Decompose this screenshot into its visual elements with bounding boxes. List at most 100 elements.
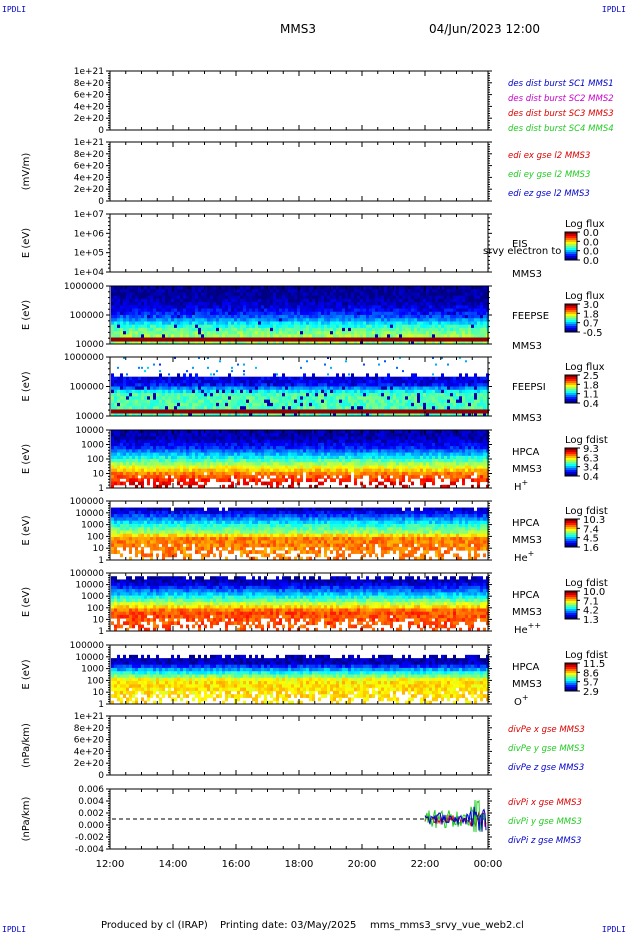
panel-3-cell [189,321,192,326]
panel-3-cell [360,302,363,306]
panel-4-cell [135,386,138,391]
panel-3-cell [234,331,237,335]
panel-5-cell [138,430,141,434]
panel-3-cell [243,324,246,329]
panel-3-cell [405,334,408,339]
panel-4-cell [216,379,219,384]
panel-4-cell [387,386,390,391]
panel-3-cell [216,295,219,300]
panel-3-cell [384,298,387,303]
panel-3-cell [255,315,258,319]
panel-4-floor-band [138,409,141,414]
panel-4-cell [306,402,309,407]
panel-4-cell [483,386,486,391]
panel-4-cell [321,376,324,381]
panel-3-cell [291,334,294,339]
panel-3-cell [132,305,135,310]
panel-3-floor-band [141,337,144,342]
panel-3-cell [114,340,117,345]
panel-3-cell [198,324,201,329]
panel-3-cell [417,298,420,303]
panel-3-cell [246,298,249,303]
panel-4-cell [453,376,456,381]
panel-4-cell [111,402,114,407]
panel-3-cell [273,295,276,300]
panel-3-cell [150,334,153,339]
panel-4-cell [432,383,435,387]
panel-3-cell [372,298,375,303]
panel-3-cell [444,340,447,345]
panel-4-speck [198,357,200,359]
panel-4-cell [114,386,117,391]
panel-3-cell [372,327,375,332]
panel-4-cell [432,399,435,404]
panel-3-cell [399,295,402,300]
panel-4-cell [132,406,135,410]
panel-4-cell [138,386,141,391]
panel-4-cell [438,386,441,391]
panel-3-cell [132,295,135,300]
panel-3-cell [228,327,231,332]
panel-3-cell [147,340,150,345]
panel-5-cell [144,430,147,434]
panel-3-cell [477,298,480,303]
panel-4-speck [327,373,329,376]
panel-3-cell [270,286,273,290]
panel-4-cell [231,383,234,387]
panel-4-cell [267,402,270,407]
panel-3-cell [174,340,177,345]
panel-2-ytick-label: 1e+07 [74,210,104,220]
panel-4-floor-band [258,409,261,414]
panel-5-cell [114,465,117,470]
panel-3-cell [231,286,234,290]
panel-4-cell [285,386,288,391]
panel-3-cell [135,292,138,297]
panel-4-cell [267,396,270,401]
panel-3-cell [222,315,225,319]
panel-5-cell [138,468,141,473]
panel-4-cell [426,402,429,407]
panel-5-cell [123,465,126,470]
panel-3-cell [396,289,399,293]
panel-4-cell [312,396,315,401]
panel-4-cell [477,379,480,384]
panel-4-cell [333,379,336,384]
panel-4-cell [318,393,321,397]
panel-5-cell [117,478,120,483]
panel-4-floor-band [291,409,294,414]
panel-3-cell [264,305,267,310]
panel-4-cell [120,406,123,410]
panel-3-cell [444,318,447,322]
panel-3-floor-band [381,337,384,342]
panel-4-cell [291,389,294,394]
panel-3-cell [483,302,486,306]
panel-3-cell [114,311,117,316]
panel-3-cell [123,298,126,303]
panel-3-cell [348,298,351,303]
panel-4-cell [414,383,417,387]
panel-3-cell [381,286,384,290]
panel-5-cell [111,446,114,450]
panel-3-cell [444,315,447,319]
panel-3-cell [426,340,429,345]
panel-3-cell [294,298,297,303]
panel-3-cell [357,302,360,306]
panel-3-cell [264,331,267,335]
panel-4-cell [225,412,228,417]
panel-3-cell [117,286,120,290]
panel-3-cell [153,340,156,345]
panel-4-cell [447,402,450,407]
panel-3-cell [459,289,462,293]
panel-4-cell [201,406,204,410]
panel-3-floor-band [393,337,396,342]
panel-4-cell [474,383,477,387]
panel-4-cell [273,383,276,387]
panel-4-cell [441,373,444,378]
panel-3-cell [339,295,342,300]
panel-5-cell [162,465,165,470]
panel-3-cell [336,334,339,339]
panel-3-cell [351,289,354,293]
panel-4-cell [309,406,312,410]
panel-4-cell [231,402,234,407]
panel-3-cell [405,315,408,319]
